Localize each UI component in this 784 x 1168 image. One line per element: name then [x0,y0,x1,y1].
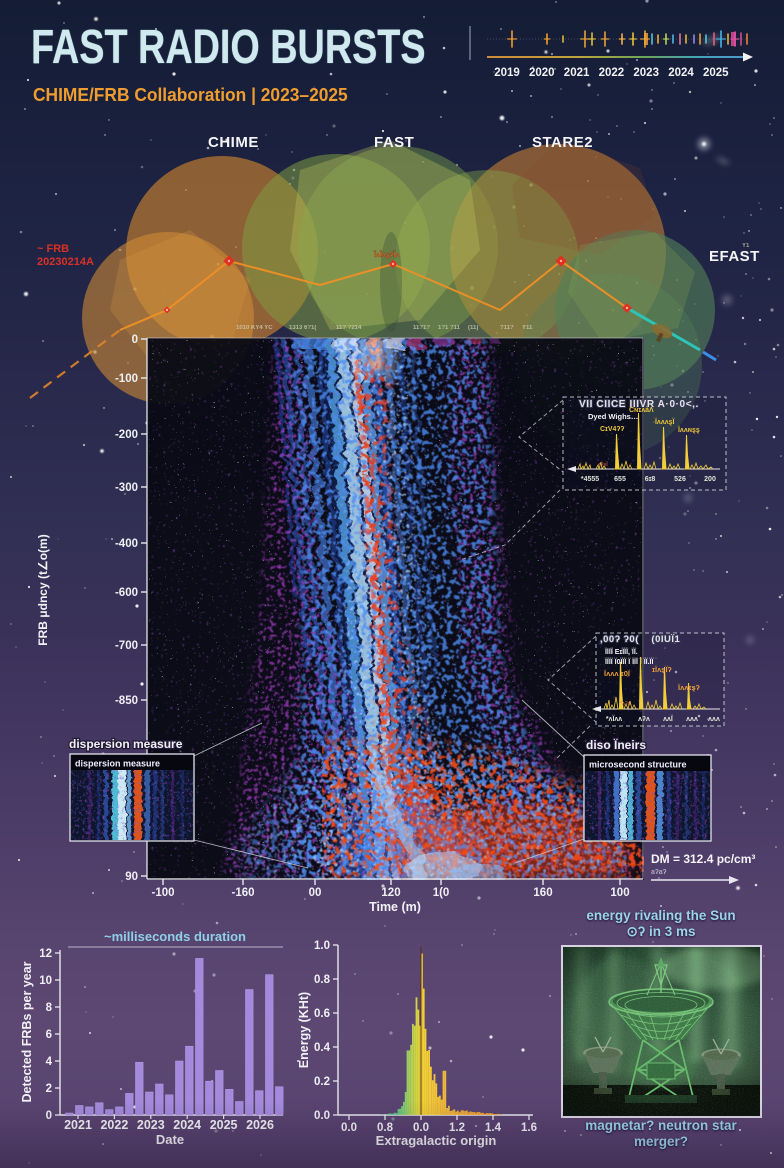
svg-text:*4555: *4555 [581,476,599,483]
svg-text:655: 655 [614,476,626,483]
svg-text:microsecond structure: microsecond structure [589,760,687,770]
svg-text:2021: 2021 [564,67,590,79]
svg-text:4: 4 [46,1056,53,1068]
svg-text:100: 100 [610,887,629,899]
svg-text:ʌʔʌЇ: ʌʔʌЇ [598,461,608,468]
svg-text:?11?: ?11? [500,325,514,331]
svg-text:120: 120 [381,887,400,899]
svg-text:Y1: Y1 [742,243,750,249]
svg-text:ЇЇЇЇ Ї0ЇЇЇ Ї ЇЇЇ Ї ЇЇ.ЇЇ: ЇЇЇЇ Ї0ЇЇЇ Ї ЇЇЇ Ї ЇЇ.ЇЇ [604,658,654,666]
svg-text:CɴɪʌàɅ: CɴɪʌàɅ [629,407,654,414]
svg-text:0.0: 0.0 [413,1122,429,1134]
svg-text:ЇllЇ EɪЇЇЇ, ЇЇ.: ЇllЇ EɪЇЇЇ, ЇЇ. [604,648,638,656]
svg-text:1313 6?1(: 1313 6?1( [289,325,316,331]
svg-text:2025: 2025 [703,67,729,79]
svg-text:VII CIICE IIIVR A·0·0<,.: VII CIICE IIIVR A·0·0<,. [579,399,699,410]
svg-text:~milliseconds duration: ~milliseconds duration [104,929,246,944]
svg-text:*ʌʔʌ: *ʌʔʌ [620,701,631,707]
svg-text:-300: -300 [115,482,138,494]
svg-text:2022: 2022 [100,1118,128,1132]
svg-text:1.0: 1.0 [314,940,330,952]
svg-text:0.2: 0.2 [314,1076,330,1088]
svg-text:2021: 2021 [64,1118,92,1132]
svg-text:ʌʌЇ: ʌʌЇ [663,715,674,723]
svg-text:0.6: 0.6 [314,1008,330,1020]
svg-text:10: 10 [39,975,52,987]
svg-text:CɪV4ʔʔ: CɪV4ʔʔ [600,426,624,433]
svg-text:-100: -100 [151,887,174,899]
svg-text:-200: -200 [115,429,138,441]
svg-text:2023: 2023 [633,67,659,79]
svg-text:2024: 2024 [668,67,694,79]
svg-text:-700: -700 [115,640,138,652]
svg-text:Їʌʌʌ ɪ0Ї: Їʌʌʌ ɪ0Ї [603,669,631,678]
svg-text:-100: -100 [115,373,138,385]
svg-text:Detected FRBs per year: Detected FRBs per year [20,961,34,1102]
svg-text:-850: -850 [115,695,138,707]
svg-text:6: 6 [46,1029,52,1041]
svg-text:0.0: 0.0 [314,1110,330,1122]
svg-text:2024: 2024 [173,1118,201,1132]
svg-text:2025: 2025 [210,1118,238,1132]
svg-text:1?1 ?11: 1?1 ?11 [438,325,461,331]
svg-text:6ɪ8: 6ɪ8 [645,476,656,483]
svg-text:12: 12 [39,948,52,960]
svg-text:0: 0 [46,1110,52,1122]
svg-text:0: 0 [132,334,138,346]
svg-text:DM = 312.4 pc/cm³: DM = 312.4 pc/cm³ [651,852,755,866]
svg-text:8: 8 [46,1002,53,1014]
svg-text:526: 526 [674,476,686,483]
svg-text:,00ʔ ʔ0( (0IUЇ1: ,00ʔ ʔ0( (0IUЇ1 [600,634,680,645]
svg-text:-600: -600 [115,587,138,599]
svg-text:0.8: 0.8 [377,1122,394,1134]
svg-text:2: 2 [46,1083,52,1095]
svg-text:2022: 2022 [599,67,625,79]
svg-text:1.4: 1.4 [485,1122,502,1134]
svg-text:2023: 2023 [137,1118,165,1132]
svg-text:11?1?: 11?1? [413,325,430,331]
svg-text:*ʌЇʌʌ: *ʌЇʌʌ [606,715,622,723]
svg-text:Y11: Y11 [522,325,533,331]
svg-text:ʌʌʌ: ʌʌʌ [708,716,720,723]
svg-text:00: 00 [309,887,322,899]
svg-text:dispersion measure: dispersion measure [69,737,183,751]
svg-text:ɪЇʌȿЇʔ: ɪЇʌȿЇʔ [652,665,672,674]
svg-text:Їʌʌɴȿȿ: Їʌʌɴȿȿ [677,426,700,434]
svg-text:0.0: 0.0 [341,1122,357,1134]
svg-text:Energy (KHt): Energy (KHt) [297,992,311,1068]
svg-text:2020: 2020 [529,67,555,79]
svg-text:dispersion measure: dispersion measure [75,759,160,769]
svg-text:2019: 2019 [494,67,520,79]
svg-text:FRB μdncy (t∠o(m): FRB μdncy (t∠o(m) [36,534,50,645]
svg-text:-400: -400 [115,538,138,550]
svg-text:1.2: 1.2 [449,1122,465,1134]
svg-text:2026: 2026 [246,1118,274,1132]
svg-text:Time (m): Time (m) [369,900,421,914]
svg-text:Dyed Wighs…: Dyed Wighs… [588,412,638,421]
svg-text:0.8: 0.8 [314,974,331,986]
svg-text:1(0: 1(0 [433,887,450,899]
svg-text:-160: -160 [231,887,254,899]
svg-text:0.4: 0.4 [314,1042,331,1054]
svg-text:11? ?214: 11? ?214 [336,325,362,331]
svg-text:ʌʌʌ: ʌʌʌ [686,716,698,723]
svg-text:Extragalactic origin: Extragalactic origin [376,1133,497,1148]
svg-text:ʌʔʌ: ʌʔʌ [638,716,650,723]
svg-text:1.6: 1.6 [521,1122,537,1134]
svg-text:aʔaʔ: aʔaʔ [651,869,667,876]
svg-text:1010 KY4 YC: 1010 KY4 YC [236,325,273,331]
svg-text:(11): (11) [468,325,478,331]
svg-text:200: 200 [704,476,716,483]
svg-text:ЇʌЇʌȿʔЇʌ: ЇʌЇʌȿʔЇʌ [373,251,399,259]
svg-text:Date: Date [156,1132,184,1147]
svg-text:Їʌʌɪȿʔ: Їʌʌɪȿʔ [677,683,700,692]
svg-text:90: 90 [125,871,138,883]
svg-text:160: 160 [533,887,552,899]
svg-text:diso Їneirs: diso Їneirs [586,737,646,752]
svg-text:ЇʌʌʌȿЇ: ЇʌʌʌȿЇ [654,418,676,426]
